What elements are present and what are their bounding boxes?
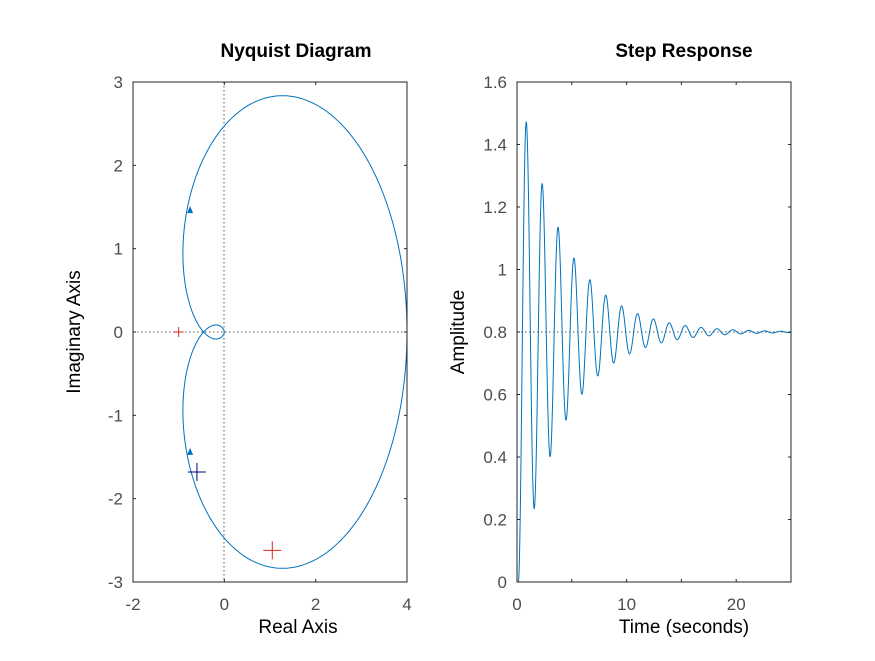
nyquist-margin-marker: [263, 541, 282, 560]
nyquist-ylabel: Imaginary Axis: [64, 270, 85, 394]
nyquist-xtick-label: 4: [402, 595, 411, 614]
nyquist-direction-arrow: [187, 447, 194, 455]
step-ytick-label: 0.4: [483, 448, 507, 467]
nyquist-markers: [173, 327, 282, 560]
step-ytick-label: 0.2: [483, 511, 507, 530]
step-axes-frame: [516, 81, 792, 583]
nyquist-ytick-label: -3: [108, 573, 123, 592]
step-ytick-label: 0.6: [483, 386, 507, 405]
nyquist-title: Nyquist Diagram: [221, 41, 372, 62]
step-xtick-label: 20: [727, 595, 746, 614]
step-ytick-label: 1.6: [483, 73, 507, 92]
step-response-curve: [517, 121, 792, 583]
step-ylabel: Amplitude: [448, 290, 469, 375]
nyquist-xlabel: Real Axis: [258, 617, 337, 638]
nyquist-ytick-label: 0: [114, 323, 123, 342]
step-xlabel: Time (seconds): [619, 617, 749, 638]
nyquist-ytick-label: 2: [114, 156, 123, 175]
step-title: Step Response: [615, 41, 752, 62]
step-ytick-label: 0: [498, 573, 507, 592]
step-tick-labels: 0 10 20 0 0.2 0.4 0.6 0.8 1 1.2 1.4 1.6: [483, 73, 745, 614]
nyquist-ytick-label: -2: [108, 490, 123, 509]
nyquist-axes-frame: [132, 81, 408, 583]
nyquist-direction-arrow: [187, 206, 194, 214]
step-ytick-label: 1.4: [483, 136, 507, 155]
step-xtick-label: 10: [617, 595, 636, 614]
nyquist-ytick-label: 3: [114, 73, 123, 92]
step-ytick-label: 1.2: [483, 198, 507, 217]
nyquist-ytick-label: -1: [108, 406, 123, 425]
nyquist-arrows: [187, 206, 194, 455]
step-ytick-label: 0.8: [483, 323, 507, 342]
nyquist-xtick-label: 0: [220, 595, 229, 614]
nyquist-ytick-label: 1: [114, 240, 123, 259]
critical-point-marker: [173, 327, 184, 337]
step-ytick-label: 1: [498, 261, 507, 280]
nyquist-xtick-label: 2: [311, 595, 320, 614]
step-panel: Step Response 0 10 20 0 0.2 0.4 0.6 0.8 1 1.2 1.4 1…: [448, 41, 792, 638]
nyquist-margin-marker: [187, 463, 206, 481]
step-xtick-label: 0: [512, 595, 521, 614]
nyquist-xtick-label: -2: [125, 595, 140, 614]
